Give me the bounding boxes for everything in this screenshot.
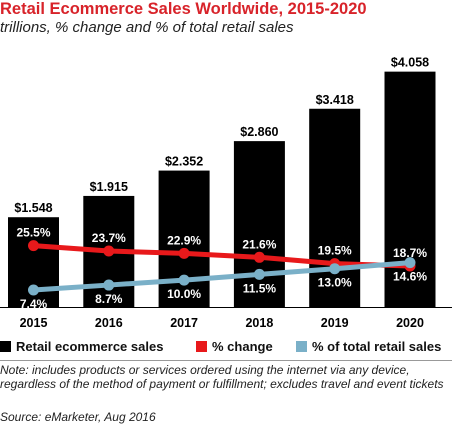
pct-change-line	[31, 243, 413, 269]
legend-swatch-pct-change	[196, 341, 207, 352]
legend-item-pct-change: % change	[196, 339, 273, 354]
legend-swatch-pct-total	[296, 341, 307, 352]
x-tick-label-2019: 2019	[321, 316, 349, 330]
chart-title: Retail Ecommerce Sales Worldwide, 2015-2…	[0, 0, 367, 18]
pct-total-point-2019	[329, 263, 341, 275]
pct-total-label-2019: 13.0%	[318, 276, 352, 290]
pct-change-label-2017: 22.9%	[167, 233, 201, 247]
bar-value-label-2015: $1.548	[14, 201, 52, 215]
pct-total-label-2015: 7.4%	[20, 297, 48, 311]
pct-total-label-2020: 14.6%	[393, 270, 427, 284]
x-tick-label-2018: 2018	[245, 316, 273, 330]
pct-change-point-2016	[103, 245, 115, 257]
chart-plot: $1.548 $1.915 $2.352 $2.860 $3.418 $4.058 25.5…	[0, 56, 452, 330]
chart-note: Note: includes products or services orde…	[0, 363, 444, 391]
legend-label-ecommerce-sales: Retail ecommerce sales	[16, 339, 164, 354]
chart-legend: Retail ecommerce sales % change % of tot…	[0, 339, 452, 357]
legend-label-pct-change: % change	[212, 339, 273, 354]
pct-total-label-2017: 10.0%	[167, 287, 201, 301]
pct-total-label-2016: 8.7%	[95, 292, 123, 306]
pct-change-point-2018	[253, 251, 265, 263]
pct-total-point-2018	[253, 268, 265, 280]
x-tick-label-2015: 2015	[20, 316, 48, 330]
pct-change-label-2016: 23.7%	[92, 231, 126, 245]
pct-change-point-2017	[178, 247, 190, 259]
bar-value-label-2019: $3.418	[316, 93, 354, 107]
pct-change-label-2015: 25.5%	[16, 226, 50, 240]
pct-change-label-2019: 19.5%	[318, 244, 352, 258]
pct-change-label-2020: 18.7%	[393, 246, 427, 260]
pct-total-line	[31, 260, 413, 293]
bar-value-label-2016: $1.915	[90, 180, 128, 194]
bar-value-label-2017: $2.352	[165, 155, 203, 169]
pct-change-point-2015	[28, 240, 39, 252]
chart-source: Source: eMarketer, Aug 2016	[0, 410, 156, 424]
x-tick-label-2016: 2016	[95, 316, 123, 330]
legend-item-ecommerce-sales: Retail ecommerce sales	[0, 339, 163, 354]
bar-value-label-2020: $4.058	[391, 56, 429, 70]
pct-total-point-2020	[404, 257, 416, 269]
pct-total-point-2016	[103, 279, 115, 291]
x-tick-label-2020: 2020	[396, 316, 424, 330]
footer-divider	[0, 360, 452, 361]
chart-subtitle: trillions, % change and % of total retai…	[0, 19, 294, 36]
legend-item-pct-total: % of total retail sales	[296, 339, 441, 354]
pct-total-point-2015	[28, 284, 39, 296]
bar-value-label-2018: $2.860	[240, 125, 278, 139]
legend-label-pct-total: % of total retail sales	[312, 339, 442, 354]
legend-swatch-ecommerce-sales	[0, 341, 11, 352]
x-tick-label-2017: 2017	[170, 316, 198, 330]
pct-total-point-2017	[178, 274, 190, 286]
pct-change-label-2018: 21.6%	[242, 237, 276, 251]
pct-total-label-2018: 11.5%	[243, 281, 277, 295]
